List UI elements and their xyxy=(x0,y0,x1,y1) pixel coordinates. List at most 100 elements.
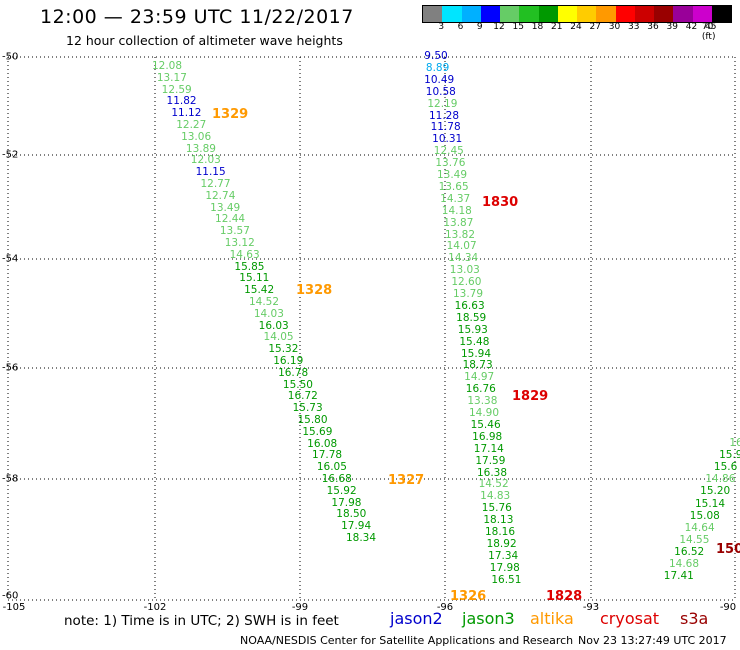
satellite-legend-item: s3a xyxy=(680,609,709,628)
wave-height-value: 18.73 xyxy=(462,359,493,372)
wave-height-value: 14.34 xyxy=(448,252,479,265)
wave-height-value: 15.11 xyxy=(239,272,270,285)
wave-height-value: 11.78 xyxy=(430,121,461,134)
wave-height-value: 17.98 xyxy=(331,496,362,509)
wave-height-value: 11.15 xyxy=(195,166,226,179)
pass-time-label: 1830 xyxy=(482,195,519,210)
wave-height-value: 13.57 xyxy=(219,225,250,238)
wave-height-value: 12.27 xyxy=(176,119,207,131)
pass-time-label: 1829 xyxy=(512,389,549,404)
colorbar-swatch xyxy=(500,6,520,22)
wave-height-value: 16.98 xyxy=(472,430,503,443)
latitude-label: -58 xyxy=(2,473,19,485)
wave-height-value: 15.46 xyxy=(470,418,501,431)
wave-height-value: 16.51 xyxy=(491,573,522,586)
pass-time-label: 1828 xyxy=(546,589,583,604)
colorbar-swatch xyxy=(557,6,577,22)
wave-height-value: 14.03 xyxy=(253,307,284,320)
wave-height-value: 8.89 xyxy=(425,61,450,74)
wave-height-value: 15.6 xyxy=(713,461,738,474)
wave-height-value: 11.82 xyxy=(166,95,197,108)
wave-height-value: 18.59 xyxy=(456,311,487,324)
colorbar-label: 39 xyxy=(666,22,678,32)
wave-height-value: 14.18 xyxy=(441,204,472,217)
wave-height-value: 15.32 xyxy=(268,343,299,356)
colorbar-swatch xyxy=(673,6,693,22)
wave-height-value: 15.48 xyxy=(459,335,490,348)
colorbar-swatch xyxy=(692,6,712,22)
colorbar-swatch xyxy=(423,6,443,22)
wave-height-value: 15.94 xyxy=(460,347,492,360)
wave-height-value: 13.49 xyxy=(436,169,468,181)
wave-height-value: 13.82 xyxy=(444,228,476,241)
pass-time-label: 1328 xyxy=(296,283,333,298)
colorbar-label: 30 xyxy=(608,22,621,32)
latitude-label: -52 xyxy=(2,149,19,161)
wave-height-value: 15.69 xyxy=(302,425,333,438)
colorbar-label: 15 xyxy=(512,22,524,32)
colorbar-swatch xyxy=(480,6,500,22)
wave-height-value: 14.83 xyxy=(480,490,511,503)
wave-height-value: 10.58 xyxy=(425,85,456,98)
wave-height-value: 15.50 xyxy=(282,378,313,391)
colorbar-swatch xyxy=(711,6,731,22)
colorbar-swatch xyxy=(615,6,635,22)
wave-height-value: 17.59 xyxy=(475,454,506,467)
wave-height-value: 18.16 xyxy=(484,526,516,538)
wave-height-value: 17.78 xyxy=(312,449,343,462)
wave-height-value: 13.38 xyxy=(467,395,498,408)
wave-height-value: 9.50 xyxy=(424,50,448,62)
colorbar-label: 12 xyxy=(493,22,505,32)
wave-height-value: 17.98 xyxy=(489,561,520,574)
colorbar-swatch xyxy=(538,6,558,22)
satellite-legend-item: jason2 xyxy=(390,609,443,628)
longitude-label: -105 xyxy=(2,602,26,613)
generated-timestamp: Nov 23 13:27:49 UTC 2017 xyxy=(578,634,727,647)
wave-height-value: 16 xyxy=(729,437,740,449)
colorbar-label: 9 xyxy=(476,22,483,32)
wave-height-value: 10.31 xyxy=(432,133,463,146)
wave-height-value: 12.45 xyxy=(433,145,464,158)
map-subtitle: 12 hour collection of altimeter wave hei… xyxy=(66,33,343,48)
wave-height-value: 18.92 xyxy=(486,537,517,550)
wave-height-value: 15.14 xyxy=(694,497,726,510)
wave-height-value: 14.97 xyxy=(464,371,495,384)
pass-time-label: 1327 xyxy=(388,473,425,488)
colorbar-label: 45 xyxy=(705,22,717,32)
wave-height-value: 15.9 xyxy=(719,449,740,462)
wave-height-value: 13.06 xyxy=(181,130,212,143)
wave-height-value: 16.78 xyxy=(278,366,309,379)
wave-height-value: 11.28 xyxy=(428,109,460,122)
wave-height-value: 12.19 xyxy=(427,97,458,110)
wave-height-value: 13.89 xyxy=(185,142,216,155)
wave-height-value: 13.87 xyxy=(443,216,474,229)
wave-height-value: 12.03 xyxy=(190,154,221,167)
latitude-label: -60 xyxy=(2,590,19,602)
wave-height-value: 13.12 xyxy=(224,237,255,249)
map-title: 12:00 — 23:59 UTC 11/22/2017 xyxy=(40,6,354,28)
wave-height-value: 14.63 xyxy=(229,248,260,261)
longitude-label: -99 xyxy=(291,602,309,613)
wave-height-value: 15.76 xyxy=(481,502,512,515)
latitude-label: -50 xyxy=(2,51,19,63)
wave-height-value: 14.52 xyxy=(478,478,509,491)
wave-height-value: 16.76 xyxy=(465,383,496,396)
wave-height-value: 14.37 xyxy=(440,192,471,205)
wave-height-value: 14.68 xyxy=(668,558,700,570)
wave-height-value: 12.44 xyxy=(215,213,246,226)
wave-height-value: 13.65 xyxy=(438,180,469,193)
colorbar-label: 6 xyxy=(457,22,464,32)
wave-height-value: 15.73 xyxy=(292,402,323,415)
wave-height-value: 14.64 xyxy=(684,521,715,534)
wave-height-value: 16.52 xyxy=(674,545,705,558)
wave-height-value: 12.60 xyxy=(451,276,482,289)
pass-time-label: 1329 xyxy=(212,107,249,122)
wave-height-value: 14.55 xyxy=(679,533,710,546)
wave-height-value: 18.13 xyxy=(483,514,514,527)
pass-time-label: 1326 xyxy=(450,589,487,604)
wave-height-value: 12.08 xyxy=(151,60,183,72)
lat-lon-grid xyxy=(7,56,736,601)
wave-height-value: 11.12 xyxy=(171,107,202,120)
wave-height-value: 14.90 xyxy=(468,407,500,419)
